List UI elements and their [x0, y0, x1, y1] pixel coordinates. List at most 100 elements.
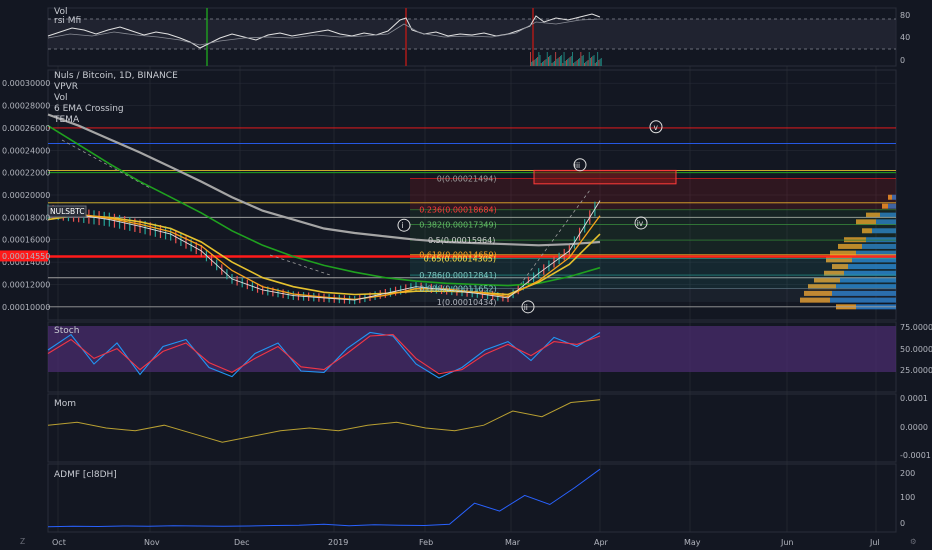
- x-tick-label: Oct: [52, 538, 66, 547]
- vol-bar: [572, 52, 573, 66]
- wave-label: v: [654, 123, 659, 132]
- fib-label: 0.618(0.00014659): [419, 251, 497, 260]
- x-tick-label: Feb: [419, 538, 433, 547]
- vol-bar: [562, 63, 564, 66]
- vpvr-bar-up: [880, 212, 896, 218]
- wave-circle: [634, 216, 648, 230]
- wave-circle: [521, 300, 535, 314]
- fib-label: 0.886(0.00011652): [419, 284, 497, 293]
- vol-bar: [594, 63, 596, 66]
- x-tick-label: Apr: [594, 538, 609, 547]
- price-panel[interactable]: 0(0.00021494) 0.236(0.00018684) 0.382(0.00…: [0, 69, 897, 321]
- price-tick-label: 0.00026000: [2, 124, 50, 133]
- fib-label: 0.236(0.00018684): [419, 206, 497, 215]
- vpvr-bar-up: [848, 264, 896, 270]
- stoch-band: [48, 326, 896, 372]
- stoch-tick-75: 75.0000: [900, 323, 932, 332]
- vpvr-bar-up: [836, 284, 896, 290]
- x-tick-label: 2019: [328, 538, 348, 547]
- vol-spike-3: [532, 8, 534, 66]
- wave-label: ii: [524, 303, 528, 312]
- stoch-d-line: [47, 334, 601, 375]
- vol-bar: [542, 62, 543, 66]
- vol-bar: [582, 55, 584, 66]
- mom-frame: [47, 393, 897, 463]
- vol-bar: [584, 63, 585, 66]
- vol-bar: [558, 57, 560, 66]
- vpvr-bar-up: [892, 194, 896, 200]
- vol-bar: [598, 60, 600, 66]
- vol-bar: [530, 52, 531, 66]
- vpvr-bar-up: [876, 219, 896, 225]
- vpvr-bar-up: [840, 277, 896, 283]
- vpvr-bar-down: [826, 257, 852, 263]
- vol-bar: [570, 56, 572, 66]
- vol-bar: [549, 56, 551, 66]
- vol-bar: [555, 52, 557, 66]
- vol-bar: [545, 59, 547, 66]
- x-tick-label: May: [684, 538, 701, 547]
- vpvr-bar-down: [888, 194, 892, 200]
- stoch-panel[interactable]: Stoch 75.0000 50.0000 25.0000: [47, 321, 932, 393]
- zoom-icon[interactable]: Z: [20, 537, 25, 546]
- vol-bar: [564, 61, 566, 66]
- mom-tick-mid: 0.0000: [900, 423, 928, 432]
- price-title: Nuls / Bitcoin, 1D, BINANCE: [54, 71, 178, 81]
- vol-bar: [551, 63, 553, 66]
- rsi-band: [48, 19, 896, 49]
- admf-panel[interactable]: ADMF [cl8DH] 200 100 0: [47, 463, 915, 533]
- vpvr-bar-down: [824, 270, 844, 276]
- symbol-tag[interactable]: NULSBTC: [47, 205, 87, 218]
- mom-line: [47, 399, 601, 443]
- fib-band: [410, 288, 896, 302]
- last-price-bg: [0, 250, 48, 262]
- mom-panel[interactable]: Mom 0.0001 0.0000 -0.0001: [47, 393, 931, 463]
- admf-tick-100: 100: [900, 493, 915, 502]
- bottom-corner-icons: Z ⚙: [20, 537, 917, 546]
- vol-bar: [569, 57, 571, 66]
- admf-frame: [47, 463, 897, 533]
- mom-tick-top: 0.0001: [900, 394, 928, 403]
- price-tick-label: 0.00024000: [2, 146, 50, 155]
- price-tick-label: 0.00010000: [2, 303, 50, 312]
- x-tick-label: Jul: [869, 538, 880, 547]
- vol-bar: [592, 56, 594, 66]
- vol-bar: [537, 57, 539, 66]
- vpvr-bar-up: [832, 290, 896, 296]
- settings-icon[interactable]: ⚙: [910, 537, 917, 546]
- indicator-vpvr: VPVR: [54, 82, 78, 92]
- vol-bar: [576, 60, 578, 66]
- price-tick-label: 0.00014000: [2, 258, 50, 267]
- wave-circle: [649, 120, 663, 134]
- vol-bar: [554, 61, 555, 66]
- vol-rsi-panel[interactable]: Vol rsi Mfi 80 40 0: [47, 7, 910, 67]
- stoch-tick-50: 50.0000: [900, 345, 932, 354]
- vpvr-bar-down: [882, 203, 888, 209]
- target-zone-box[interactable]: [533, 169, 677, 185]
- vol-bar: [568, 58, 570, 66]
- vpvr-bar-up: [866, 237, 896, 243]
- vol-bar: [534, 59, 536, 66]
- fib-label: 0.786(0.00012841): [419, 271, 497, 280]
- price-tick-label: 0.00018000: [2, 213, 50, 222]
- mom-label: Mom: [54, 399, 76, 409]
- vol-bar: [573, 63, 575, 66]
- x-tick-label: Mar: [505, 538, 521, 547]
- vol-bar: [563, 52, 565, 66]
- vol-spike-2: [405, 8, 407, 66]
- vol-bar: [548, 57, 549, 66]
- fib-band: [410, 209, 896, 225]
- vpvr-bar-down: [862, 228, 872, 234]
- tema-line: [47, 211, 601, 301]
- stoch-tick-25: 25.0000: [900, 366, 932, 375]
- fib-band: [410, 240, 896, 255]
- vol-bar: [543, 61, 545, 66]
- vol-bar: [579, 58, 581, 66]
- vol-bar: [560, 56, 561, 66]
- indicator-ema-crossing: 6 EMA Crossing: [54, 104, 124, 114]
- vol-bar: [587, 60, 589, 66]
- vol-bar: [599, 59, 601, 66]
- vol-rsi-tick-bot: 0: [900, 56, 905, 65]
